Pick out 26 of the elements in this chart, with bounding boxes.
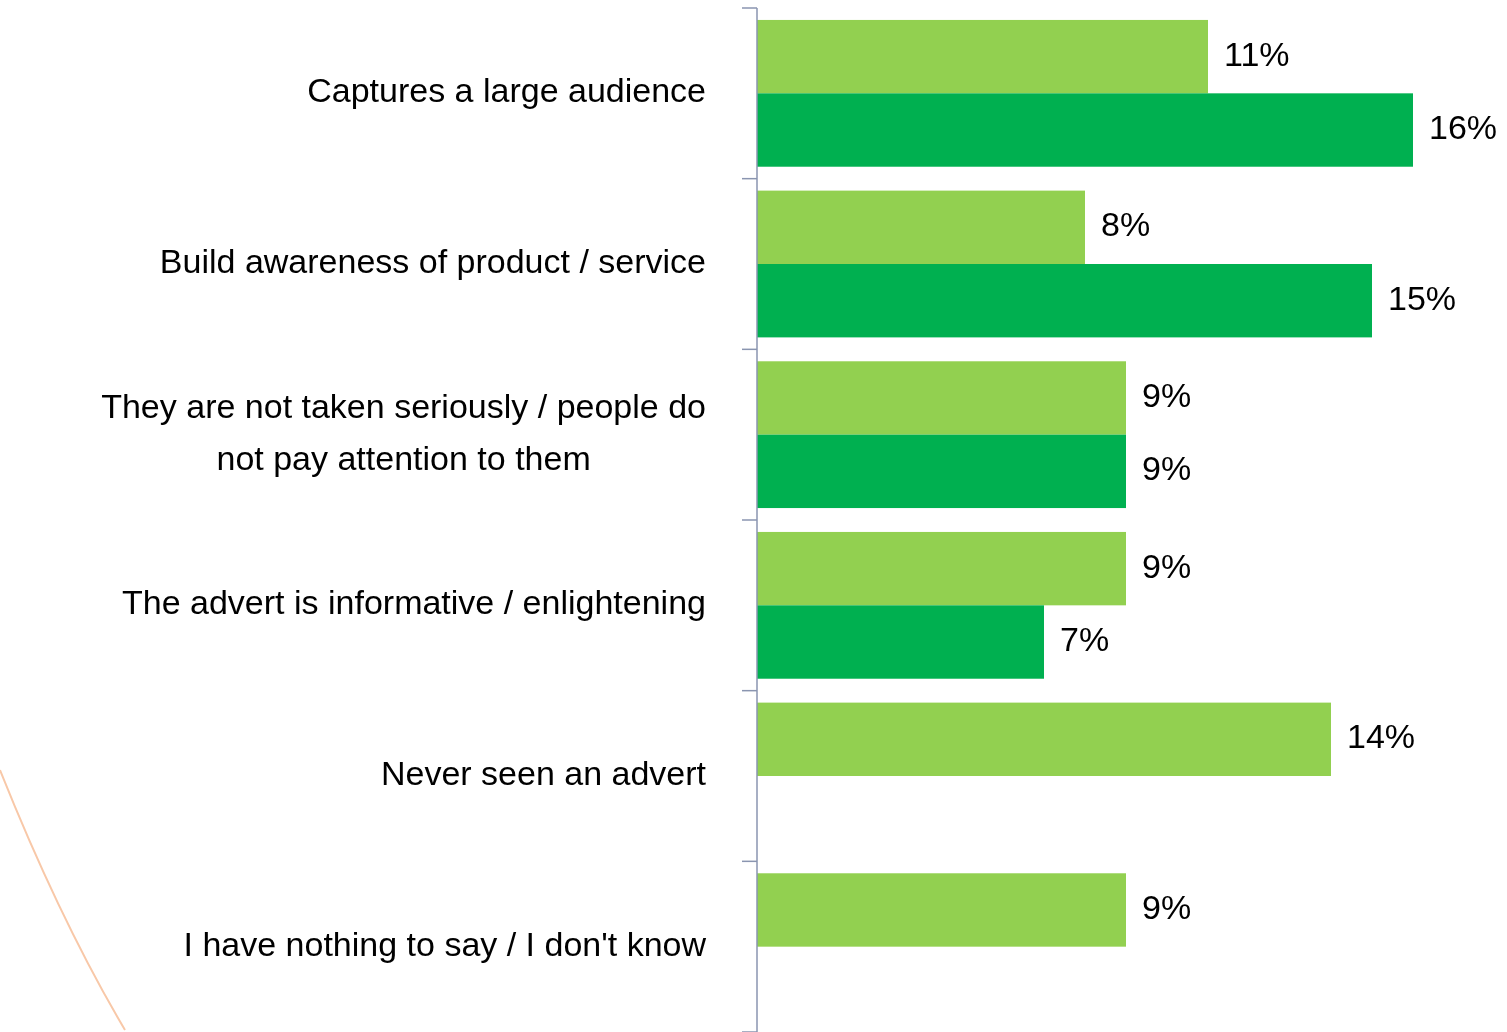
bar <box>757 19 1208 94</box>
bar <box>757 873 1126 947</box>
data-label: 11% <box>1224 34 1290 73</box>
y-tick-label: Build awareness of product / service <box>159 241 706 280</box>
bar <box>757 434 1126 509</box>
data-label: 15% <box>1388 278 1457 317</box>
bar <box>757 531 1126 606</box>
data-label: 16% <box>1429 108 1498 147</box>
bar <box>757 605 1044 679</box>
y-tick-label: Captures a large audience <box>307 71 706 110</box>
data-label: 8% <box>1101 205 1151 244</box>
data-label: 9% <box>1142 546 1192 585</box>
data-label: 9% <box>1142 887 1192 926</box>
bar <box>757 93 1413 167</box>
data-label: 9% <box>1142 449 1192 488</box>
bar <box>757 264 1372 338</box>
y-tick-label: Never seen an advert <box>380 753 707 792</box>
bar <box>757 702 1331 776</box>
y-tick-label: They are not taken seriously / people do not pay attention to them <box>101 386 706 477</box>
bar <box>757 190 1085 264</box>
data-label: 7% <box>1060 620 1110 659</box>
y-tick-label: The advert is informative / enlightening <box>122 583 706 622</box>
y-tick-label: I have nothing to say / I don't know <box>183 924 707 963</box>
data-label: 9% <box>1142 375 1192 414</box>
data-label: 14% <box>1347 717 1416 756</box>
bar <box>757 361 1126 435</box>
